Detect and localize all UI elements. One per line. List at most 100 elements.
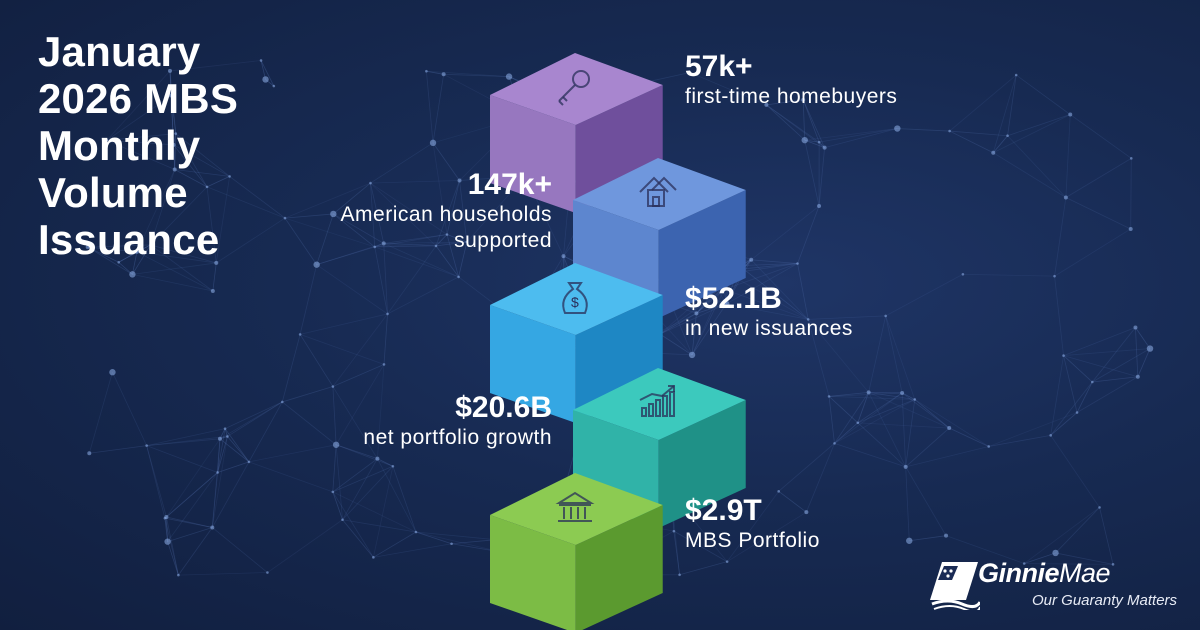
network-node (1063, 195, 1068, 200)
network-line (1063, 327, 1136, 356)
network-line (1063, 355, 1138, 378)
network-line (962, 273, 1055, 277)
network-line (178, 527, 213, 576)
network-line (834, 392, 869, 444)
network-node (330, 210, 337, 218)
network-node (561, 254, 566, 259)
network-node (948, 129, 951, 133)
network-node (913, 398, 917, 401)
network-line (169, 70, 177, 134)
network-node (1146, 345, 1154, 352)
network-line (387, 276, 459, 315)
network-line (392, 466, 417, 533)
network-line (988, 412, 1078, 447)
network-line (146, 438, 221, 447)
bank-building-icon (555, 491, 595, 522)
network-line (332, 458, 378, 493)
network-node (174, 132, 178, 135)
network-node (205, 185, 209, 189)
network-node (129, 271, 136, 278)
network-node (372, 556, 375, 559)
network-line (738, 265, 809, 320)
network-line (212, 527, 268, 573)
network-line (857, 399, 915, 424)
network-line (383, 313, 388, 365)
network-line (387, 245, 437, 315)
network-line (87, 246, 137, 253)
network-line (281, 334, 301, 403)
network-line (435, 180, 460, 247)
network-line (751, 259, 798, 264)
network-line (87, 244, 151, 248)
network-node (894, 125, 901, 132)
network-node (1053, 274, 1056, 278)
network-node (386, 312, 389, 316)
network-line (164, 517, 213, 528)
network-line (166, 438, 221, 518)
network-line (807, 319, 869, 393)
network-node (1022, 562, 1026, 565)
network-node (764, 102, 769, 107)
network-line (299, 264, 318, 335)
network-node (688, 351, 696, 359)
network-line (106, 95, 172, 141)
network-node (373, 245, 377, 249)
network-node (672, 529, 676, 533)
network-line (169, 70, 174, 145)
network-line (132, 262, 217, 275)
network-line (857, 422, 950, 429)
network-line (132, 251, 138, 275)
network-line (150, 244, 217, 264)
network-line (106, 133, 176, 141)
network-line (808, 315, 886, 320)
network-node (1135, 374, 1140, 379)
network-line (1023, 507, 1100, 564)
network-line (1024, 552, 1056, 564)
network-line (316, 243, 384, 266)
network-line (370, 142, 434, 184)
network-node (1129, 157, 1133, 160)
network-line (175, 133, 208, 188)
network-line (804, 128, 898, 141)
network-node (987, 445, 991, 448)
network-line (766, 104, 825, 148)
network-line (150, 186, 208, 246)
network-line (170, 95, 177, 134)
network-line (901, 392, 907, 467)
network-line (284, 217, 375, 248)
network-line (828, 396, 859, 424)
stat-net-portfolio-growth: $20.6B net portfolio growth (363, 391, 552, 451)
network-line (901, 392, 915, 400)
network-node (145, 444, 148, 447)
network-line (905, 466, 947, 536)
network-line (370, 182, 385, 244)
stat-first-time-homebuyers: 57k+ first-time homebuyers (685, 50, 897, 110)
network-line (988, 434, 1051, 447)
network-node (167, 68, 172, 73)
network-line (451, 539, 496, 545)
network-line (212, 262, 217, 292)
network-line (106, 139, 175, 170)
network-line (206, 186, 286, 219)
network-line (1015, 74, 1071, 115)
logo-name-part2: Mae (1059, 558, 1111, 588)
network-node (817, 140, 821, 144)
network-node (217, 436, 222, 441)
ginnie-mae-flag-icon (930, 562, 980, 610)
network-node (694, 311, 699, 316)
network-line (173, 144, 230, 177)
network-line (373, 543, 452, 558)
network-line (750, 259, 809, 320)
network-line (217, 428, 226, 473)
network-line (132, 244, 151, 275)
network-node (429, 139, 437, 147)
network-line (178, 572, 268, 576)
stat-label: American households (340, 203, 552, 226)
network-line (778, 443, 835, 492)
network-node (172, 167, 177, 172)
network-line (1050, 355, 1064, 436)
network-line (885, 315, 916, 400)
network-line (868, 392, 907, 468)
network-node (163, 516, 167, 520)
network-line (146, 428, 226, 447)
